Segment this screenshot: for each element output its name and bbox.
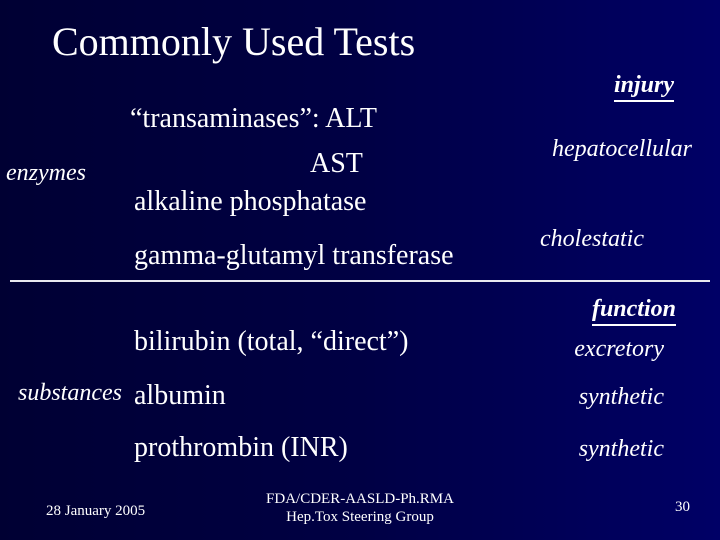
ast-text: AST (310, 148, 363, 180)
cholestatic-label: cholestatic (540, 226, 644, 253)
bilirubin-text: bilirubin (total, “direct”) (134, 326, 408, 358)
excretory-label: excretory (574, 336, 664, 363)
section-divider (10, 280, 710, 282)
footer-center: FDA/CDER-AASLD-Ph.RMA Hep.Tox Steering G… (266, 490, 454, 526)
synthetic-label-2: synthetic (579, 436, 664, 463)
synthetic-label-1: synthetic (579, 384, 664, 411)
transaminases-text: “transaminases”: ALT (130, 103, 377, 135)
footer-date: 28 January 2005 (46, 503, 145, 520)
prothrombin-text: prothrombin (INR) (134, 432, 348, 464)
injury-header: injury (614, 72, 674, 102)
hepatocellular-label: hepatocellular (552, 136, 692, 163)
albumin-text: albumin (134, 380, 226, 412)
substances-label: substances (18, 380, 122, 407)
slide-title: Commonly Used Tests (52, 18, 415, 65)
function-header: function (592, 296, 676, 326)
enzymes-label: enzymes (6, 160, 86, 187)
alkaline-text: alkaline phosphatase (134, 186, 366, 218)
footer-center-line1: FDA/CDER-AASLD-Ph.RMA (266, 490, 454, 508)
gamma-text: gamma-glutamyl transferase (134, 240, 454, 272)
footer-center-line2: Hep.Tox Steering Group (266, 508, 454, 526)
footer-page-number: 30 (675, 499, 690, 516)
